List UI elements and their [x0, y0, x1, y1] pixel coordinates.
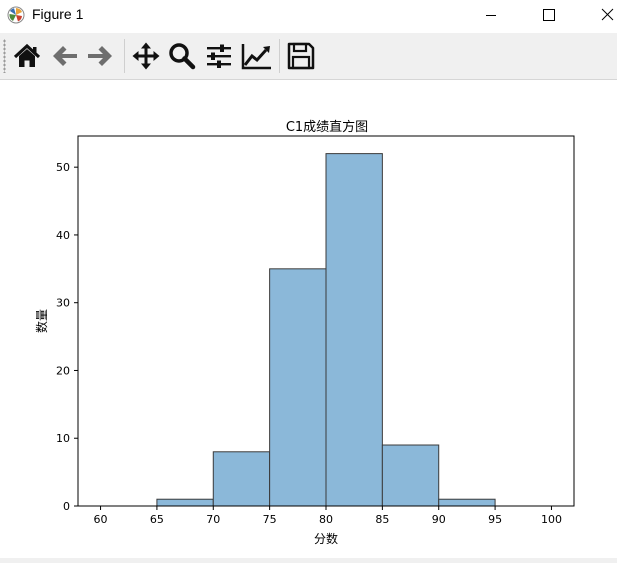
histogram-bar: [269, 268, 327, 507]
line-chart-icon: [241, 44, 271, 70]
x-tick-label: 60: [94, 513, 108, 526]
x-axis-label: 分数: [314, 531, 338, 546]
histogram-bar: [381, 444, 440, 507]
histogram-bar: [156, 498, 214, 507]
toolbar-separator: [124, 39, 125, 73]
x-tick-label: 85: [375, 513, 389, 526]
arrow-right-icon: [88, 46, 112, 66]
y-tick-label: 0: [63, 500, 70, 513]
close-icon: [601, 8, 614, 21]
magnifier-icon: [169, 43, 196, 70]
x-tick-label: 95: [488, 513, 502, 526]
figure-canvas[interactable]: C1成绩直方图 60 65 70 75 80 85 90 95 100 0 10 20 30 40 50 …: [0, 80, 617, 558]
back-button[interactable]: [50, 41, 80, 71]
maximize-button[interactable]: [525, 0, 571, 32]
histogram-bar: [212, 451, 271, 507]
histogram-chart: C1成绩直方图 60 65 70 75 80 85 90 95 100 01020304050 …: [34, 119, 575, 546]
histogram-bar: [438, 498, 496, 507]
x-tick-label: 75: [263, 513, 277, 526]
floppy-disk-icon: [287, 42, 315, 70]
sliders-icon: [207, 44, 231, 68]
zoom-button[interactable]: [167, 41, 197, 71]
navigation-toolbar: [0, 33, 617, 80]
window-title: Figure 1: [32, 6, 84, 22]
subplots-button[interactable]: [204, 41, 234, 71]
toolbar-separator: [279, 39, 280, 73]
x-tick-label: 90: [432, 513, 446, 526]
toolbar-grip[interactable]: [3, 39, 6, 73]
window-titlebar: Figure 1: [0, 0, 617, 32]
home-icon: [13, 43, 41, 67]
y-tick-label: 40: [56, 229, 70, 242]
y-tick-label: 30: [56, 297, 70, 310]
y-tick-label: 20: [56, 364, 70, 377]
x-tick-label: 65: [150, 513, 164, 526]
y-tick-label: 50: [56, 161, 70, 174]
save-button[interactable]: [286, 41, 316, 71]
forward-button[interactable]: [85, 41, 115, 71]
chart-title: C1成绩直方图: [286, 119, 368, 135]
home-button[interactable]: [12, 41, 42, 71]
maximize-icon: [543, 9, 555, 21]
histogram-bar: [325, 153, 383, 507]
status-bar: [0, 558, 617, 563]
move-arrows-icon: [132, 42, 160, 70]
edit-axes-button[interactable]: [241, 41, 271, 71]
x-tick-label: 80: [319, 513, 333, 526]
x-tick-label: 100: [541, 513, 562, 526]
minimize-button[interactable]: [468, 0, 514, 32]
pan-button[interactable]: [131, 41, 161, 71]
matplotlib-logo-icon: [7, 6, 25, 24]
x-tick-label: 70: [206, 513, 220, 526]
close-button[interactable]: [580, 0, 617, 32]
arrow-left-icon: [53, 46, 77, 66]
y-tick-label: 10: [56, 432, 70, 445]
y-axis-label: 数量: [34, 309, 49, 333]
minimize-icon: [486, 15, 496, 16]
